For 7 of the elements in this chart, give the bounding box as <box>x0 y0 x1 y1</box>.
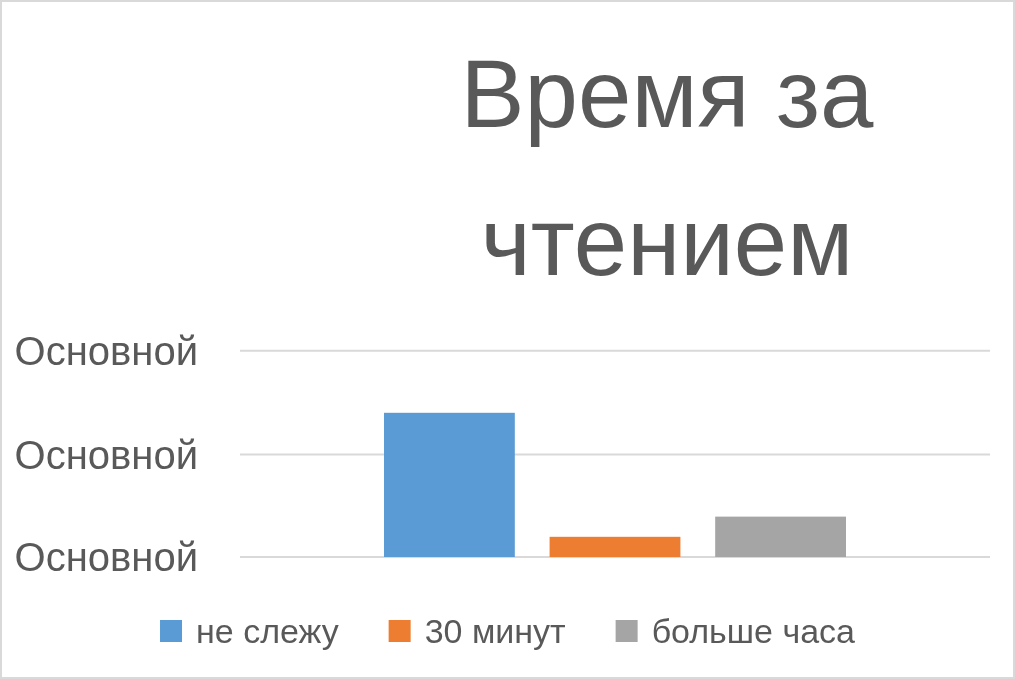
legend-label: больше часа <box>651 611 856 650</box>
ref-line-label: Основной <box>14 432 198 477</box>
ref-line-label: Основной <box>14 328 198 373</box>
chart-title: Время за чтением <box>460 40 875 295</box>
legend-label: не слежу <box>196 611 339 650</box>
legend-label: 30 минут <box>424 611 566 650</box>
ref-line-label: Основной <box>14 535 198 579</box>
